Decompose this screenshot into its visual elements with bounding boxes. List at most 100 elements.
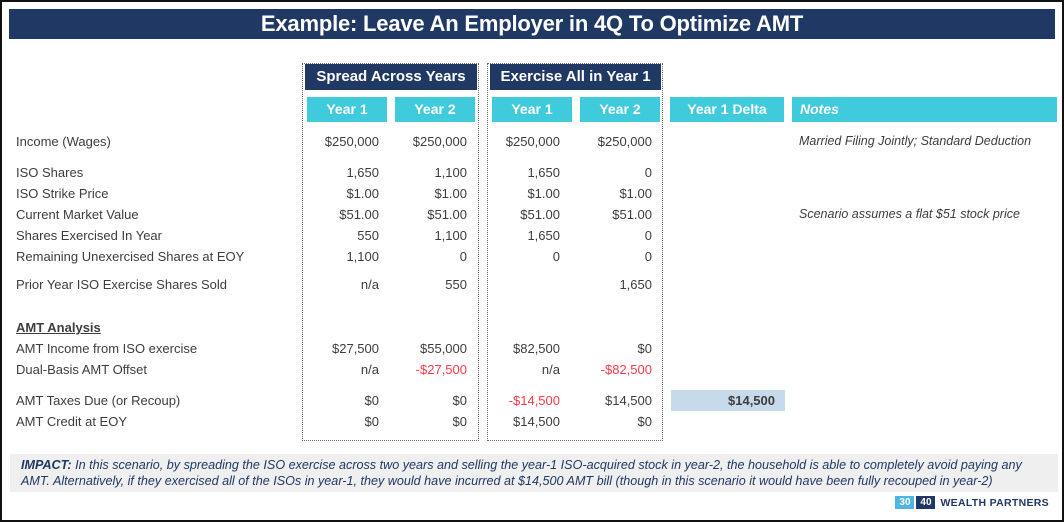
table-row: Prior Year ISO Exercise Shares Sold n/a 55… — [2, 274, 1062, 295]
cell-spread-year1: 1,650 — [346, 165, 379, 180]
cell-spread-year2: 550 — [445, 277, 467, 292]
logo-box-30: 30 — [895, 496, 915, 509]
table-row: AMT Analysis — [2, 317, 1062, 338]
cell-exercise-year1: 1,650 — [527, 228, 560, 243]
cell-note: Scenario assumes a flat $51 stock price — [799, 207, 1020, 221]
cell-exercise-year1: 0 — [552, 249, 560, 264]
cell-exercise-year2: $51.00 — [612, 207, 652, 222]
cell-spread-year1 — [303, 317, 383, 338]
cell-exercise-year2 — [564, 317, 656, 338]
cell-year1-delta — [671, 204, 785, 225]
cell-year1-delta — [671, 246, 785, 267]
exercise-group-outline — [487, 63, 663, 441]
cell-note — [793, 359, 1062, 380]
cell-year1-delta — [671, 411, 785, 432]
row-label: ISO Strike Price — [16, 186, 109, 201]
cell-exercise-year1: $14,500 — [513, 414, 560, 429]
row-label: Dual-Basis AMT Offset — [16, 362, 148, 377]
cell-year1-delta — [671, 225, 785, 246]
cell-spread-year1: $27,500 — [332, 341, 379, 356]
row-label: Prior Year ISO Exercise Shares Sold — [16, 277, 227, 292]
group-header-exercise: Exercise All in Year 1 — [490, 64, 661, 90]
row-label: AMT Income from ISO exercise — [16, 341, 198, 356]
cell-note — [793, 274, 1062, 295]
cell-exercise-year1: n/a — [541, 362, 560, 377]
row-label: Income (Wages) — [16, 134, 111, 149]
cell-exercise-year2: 1,650 — [619, 277, 652, 292]
impact-text: In this scenario, by spreading the ISO e… — [21, 458, 1022, 488]
cell-exercise-year1: $82,500 — [513, 341, 560, 356]
impact-label: IMPACT: — [21, 458, 72, 472]
column-header-spread-year2: Year 2 — [395, 97, 475, 122]
cell-exercise-year2: 0 — [644, 165, 652, 180]
table-row: AMT Taxes Due (or Recoup) $0 $0 -$14,500 $14… — [2, 390, 1062, 411]
cell-spread-year1: 550 — [357, 228, 379, 243]
brand-name: WEALTH PARTNERS — [940, 496, 1049, 509]
cell-spread-year2: $0 — [452, 393, 467, 408]
table-row: Income (Wages) $250,000 $250,000 $250,000 $2… — [2, 131, 1062, 152]
table-body: Income (Wages) $250,000 $250,000 $250,000 $2… — [2, 131, 1062, 432]
cell-year1-delta — [671, 131, 785, 152]
cell-spread-year2: -$27,500 — [415, 362, 467, 377]
cell-exercise-year1 — [488, 317, 564, 338]
row-spacer — [2, 152, 1062, 162]
cell-spread-year1: 1,100 — [346, 249, 379, 264]
column-header-exercise-year1: Year 1 — [492, 97, 572, 122]
cell-spread-year1: $0 — [364, 393, 379, 408]
brand-logo: 30 40 WEALTH PARTNERS — [895, 496, 1049, 509]
cell-spread-year2: $0 — [452, 414, 467, 429]
cell-exercise-year2: -$82,500 — [600, 362, 652, 377]
cell-year1-delta — [671, 162, 785, 183]
row-label: Remaining Unexercised Shares at EOY — [16, 249, 245, 264]
cell-spread-year2: $1.00 — [434, 186, 467, 201]
cell-spread-year1: $250,000 — [324, 134, 379, 149]
table-row: ISO Shares 1,650 1,100 1,650 0 — [2, 162, 1062, 183]
cell-spread-year1: $0 — [364, 414, 379, 429]
column-header-spread-year1: Year 1 — [307, 97, 387, 122]
row-label: ISO Shares — [16, 165, 84, 180]
cell-exercise-year1: -$14,500 — [508, 393, 560, 408]
cell-note — [793, 162, 1062, 183]
cell-spread-year2: 1,100 — [434, 165, 467, 180]
cell-year1-delta — [671, 359, 785, 380]
section-heading: AMT Analysis — [16, 320, 101, 335]
cell-exercise-year1 — [488, 274, 564, 295]
cell-year1-delta — [671, 274, 785, 295]
table-row: Shares Exercised In Year 550 1,100 1,650 0 — [2, 225, 1062, 246]
table-row: ISO Strike Price $1.00 $1.00 $1.00 $1.00 — [2, 183, 1062, 204]
cell-year1-delta — [671, 183, 785, 204]
table-row: AMT Credit at EOY $0 $0 $14,500 $0 — [2, 411, 1062, 432]
cell-note — [793, 411, 1062, 432]
cell-note — [793, 338, 1062, 359]
cell-spread-year2: $55,000 — [420, 341, 467, 356]
cell-spread-year1: n/a — [360, 277, 379, 292]
column-header-year1-delta: Year 1 Delta — [670, 97, 784, 122]
column-header-exercise-year2: Year 2 — [580, 97, 660, 122]
table-row: AMT Income from ISO exercise $27,500 $55,0… — [2, 338, 1062, 359]
row-label: AMT Taxes Due (or Recoup) — [16, 393, 181, 408]
cell-year1-delta — [671, 338, 785, 359]
cell-spread-year2: 1,100 — [434, 228, 467, 243]
cell-year1-delta: $14,500 — [671, 390, 785, 411]
cell-spread-year1: $51.00 — [339, 207, 379, 222]
table-row: Current Market Value $51.00 $51.00 $51.00 $5… — [2, 204, 1062, 225]
cell-note — [793, 183, 1062, 204]
row-spacer — [2, 380, 1062, 390]
cell-spread-year1: n/a — [360, 362, 379, 377]
cell-note: Married Filing Jointly; Standard Deducti… — [799, 134, 1032, 148]
cell-exercise-year2: 0 — [644, 228, 652, 243]
row-spacer — [2, 267, 1062, 274]
cell-note — [793, 246, 1062, 267]
cell-exercise-year2: 0 — [644, 249, 652, 264]
cell-exercise-year2: $0 — [637, 414, 652, 429]
cell-note — [793, 317, 1062, 338]
cell-exercise-year2: $14,500 — [605, 393, 652, 408]
row-label: Current Market Value — [16, 207, 139, 222]
cell-exercise-year1: 1,650 — [527, 165, 560, 180]
column-header-notes: Notes — [792, 97, 1057, 122]
impact-note: IMPACT: In this scenario, by spreading t… — [10, 454, 1058, 492]
row-spacer — [2, 295, 1062, 317]
table-row: Remaining Unexercised Shares at EOY 1,100… — [2, 246, 1062, 267]
cell-exercise-year2: $0 — [637, 341, 652, 356]
